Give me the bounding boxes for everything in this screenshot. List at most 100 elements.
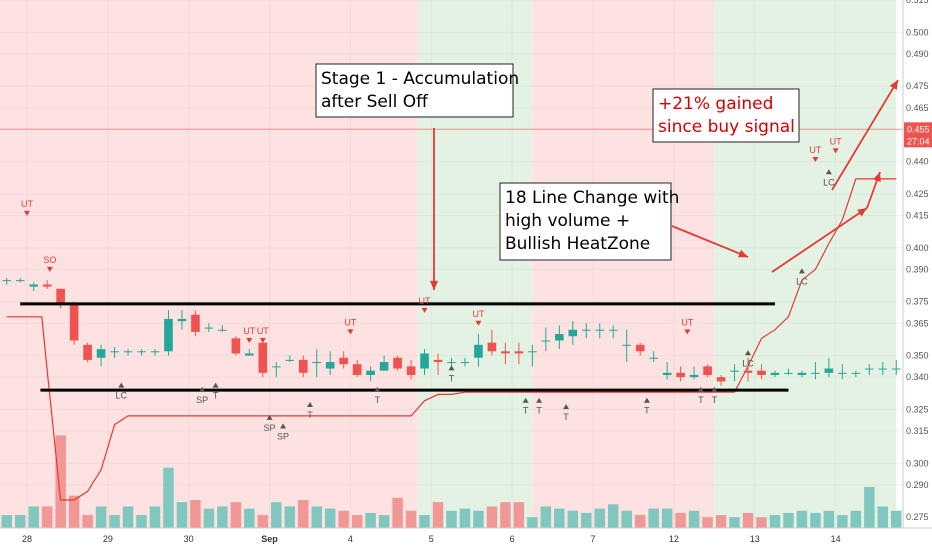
candle-body [191,314,200,332]
candle-body [487,342,497,352]
signal-label: T [375,395,381,405]
signal-label: T [563,412,569,422]
candle [110,346,119,358]
candle-body [312,362,322,364]
arrow-down-icon [347,329,354,335]
volume-bar [446,510,457,528]
candle [784,368,793,375]
x-tick-label: 5 [429,534,434,544]
candlesticks [2,278,928,386]
signal-marker: T [711,386,718,405]
signal-label: SP [277,432,289,442]
candle [581,323,591,339]
candle [649,351,658,363]
signal-label: LC [796,276,808,286]
volume-bar [702,517,713,528]
volume-bar [715,515,727,528]
candle-body [325,362,335,369]
candle-body [891,368,901,370]
candle [878,362,888,375]
arrow-up-icon [536,397,543,403]
candle [433,353,443,375]
candle [689,366,699,380]
price-tag-value: 0.455 [907,124,930,134]
candle [325,351,335,375]
candle [379,355,389,371]
candle-body [433,359,443,363]
volume-bar [554,508,565,528]
y-tick-label: 0.415 [906,211,929,221]
candle-body [514,351,524,354]
y-tick-label: 0.515 [906,0,929,5]
signal-label: T [213,391,219,401]
candle-body [42,284,52,287]
y-tick-label: 0.315 [906,426,929,436]
candle [2,278,12,285]
candle-body [878,368,888,370]
signal-marker: LC [823,169,835,187]
signal-label: UT [419,296,431,306]
candle-body [15,280,25,282]
candle [864,364,874,375]
candle [703,364,712,378]
candle-body [649,357,658,359]
candle-body [137,351,146,353]
x-tick-label: 13 [750,534,760,544]
candle [662,362,672,380]
gain-arrow-upper [866,171,881,209]
candle [339,351,348,369]
signal-marker: UT [243,326,256,344]
volume-bar [810,512,821,528]
volume-bar [163,467,174,528]
volume-bar [540,506,552,528]
candle [15,278,25,283]
x-tick-label: 4 [348,534,353,544]
candle [164,310,173,356]
y-tick-label: 0.365 [906,318,929,328]
annotation-line: since buy signal [658,117,795,137]
signal-marker: T [563,404,569,422]
y-tick-label: 0.375 [906,297,929,307]
arrow-up-icon [266,414,273,420]
signal-marker: T [212,382,219,401]
candle [447,357,456,367]
candle [474,334,483,367]
volume-bar [230,502,242,528]
heat-zone [532,0,715,528]
arrow-up-icon [306,402,313,408]
candle [743,357,753,382]
volume-bar [217,506,228,528]
volume-bar [244,508,255,528]
volume-bar [850,510,862,528]
candle-body [379,362,389,371]
candle [797,370,807,378]
volume-bar [41,506,53,528]
x-tick-label: 6 [510,534,515,544]
candle [231,336,241,356]
arrow-down-icon [832,148,839,154]
volume-bar [648,508,659,528]
volume-bar [365,512,376,528]
candle-body [784,372,793,374]
y-tick-label: 0.350 [906,351,929,361]
candle-body [662,372,672,375]
y-axis: 0.515 0.500 0.490 0.475 0.465 0.440 0.425 0.415… [902,0,932,550]
annotation-box: +21% gained since buy signal [652,88,800,143]
candle-body [635,344,645,352]
volume-bar [122,506,134,528]
signal-marker: SP [264,414,276,433]
candle-body [352,364,362,375]
signal-label: UT [257,326,269,336]
candle-body [56,288,65,304]
candle-body [703,366,712,375]
candle-body [218,329,227,331]
candle-body [420,353,429,369]
arrow-up-icon [563,404,570,410]
arrow-head-icon [738,249,748,258]
y-tick-label: 0.400 [906,243,929,253]
candle-body [339,357,348,365]
annotation-line: high volume + [505,211,630,231]
x-tick-label: 14 [831,534,841,544]
arrow-down-icon [46,266,53,272]
